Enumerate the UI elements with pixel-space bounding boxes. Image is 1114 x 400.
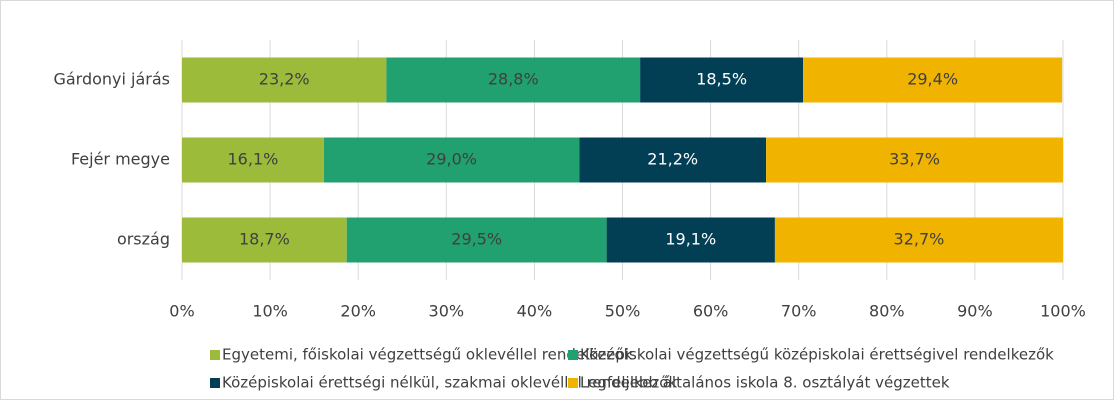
x-tick-label: 50%: [605, 302, 641, 321]
value-label: 18,5%: [696, 70, 747, 89]
x-tick-label: 60%: [693, 302, 729, 321]
bar-segment: [579, 137, 767, 183]
value-label: 33,7%: [889, 150, 940, 169]
y-tick-label: ország: [117, 230, 170, 249]
bar-segment: [386, 57, 641, 103]
legend-label: Középiskolai érettségi nélkül, szakmai o…: [222, 374, 677, 392]
legend-swatch: [210, 378, 220, 388]
value-label: 23,2%: [259, 70, 310, 89]
bar-segment: [346, 217, 607, 263]
x-tick-label: 90%: [957, 302, 993, 321]
y-tick-label: Fejér megye: [71, 150, 170, 169]
value-label: 16,1%: [228, 150, 279, 169]
legend-label: Egyetemi, főiskolai végzettségű oklevéll…: [222, 346, 633, 364]
legend-label: Legfeljebb általános iskola 8. osztályát…: [580, 374, 950, 392]
bar-segment: [182, 137, 324, 183]
value-label: 29,0%: [426, 150, 477, 169]
y-tick-label: Gárdonyi járás: [53, 70, 170, 89]
x-tick-label: 70%: [781, 302, 817, 321]
value-label: 19,1%: [665, 230, 716, 249]
bar-segment: [182, 217, 347, 263]
legend-swatch: [568, 378, 578, 388]
value-label: 32,7%: [894, 230, 945, 249]
legend-swatch: [568, 350, 578, 360]
value-label: 28,8%: [488, 70, 539, 89]
bar-segment: [323, 137, 580, 183]
legend-swatch: [210, 350, 220, 360]
value-label: 21,2%: [647, 150, 698, 169]
x-tick-label: 80%: [869, 302, 905, 321]
x-tick-label: 10%: [252, 302, 288, 321]
bar-segment: [766, 137, 1063, 183]
x-tick-label: 40%: [517, 302, 553, 321]
x-tick-label: 20%: [340, 302, 376, 321]
bar-segment: [774, 217, 1063, 263]
bar-segment: [640, 57, 804, 103]
x-tick-label: 30%: [429, 302, 465, 321]
value-label: 18,7%: [239, 230, 290, 249]
bar-segment: [606, 217, 775, 263]
x-tick-label: 100%: [1040, 302, 1086, 321]
value-label: 29,5%: [451, 230, 502, 249]
bar-segment: [182, 57, 387, 103]
legend-label: Középiskolai végzettségű középiskolai ér…: [580, 346, 1054, 364]
x-tick-label: 0%: [169, 302, 194, 321]
bar-segment: [803, 57, 1063, 103]
value-label: 29,4%: [907, 70, 958, 89]
